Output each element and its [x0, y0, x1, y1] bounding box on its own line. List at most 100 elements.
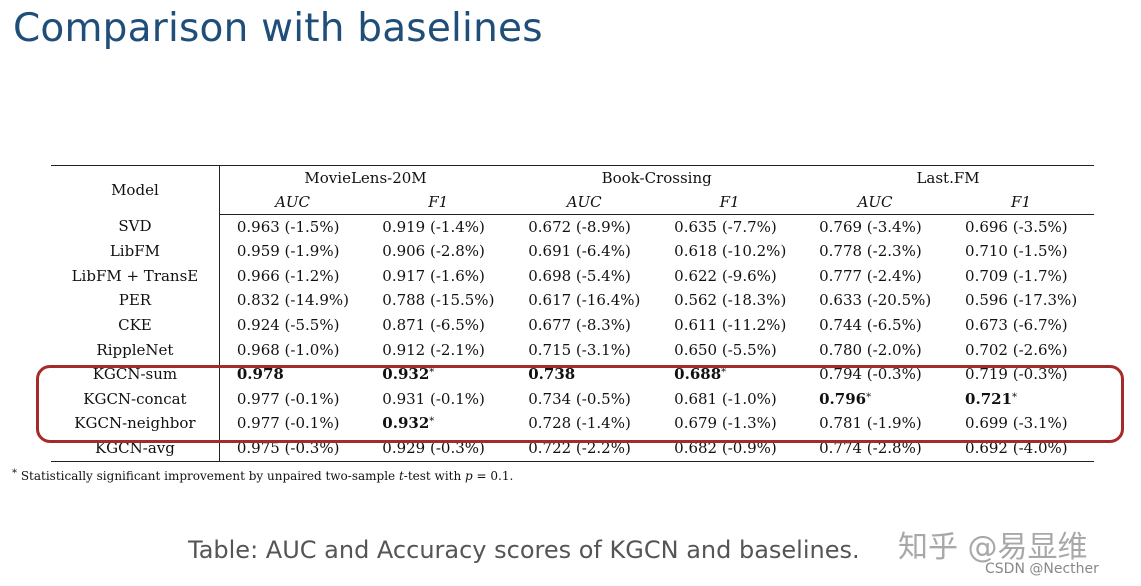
- score-cell: 0.796*: [802, 387, 948, 412]
- score-value: 0.959 (-1.9%): [236, 242, 340, 261]
- score-cell: 0.618 (-10.2%): [657, 239, 802, 264]
- table-row: SVD 0.963 (-1.5%) 0.919 (-1.4%) 0.672 (-8.9…: [51, 214, 1094, 240]
- footnote-star: *: [12, 468, 17, 479]
- score-cell: 0.596 (-17.3%): [948, 288, 1094, 313]
- score-cell: 0.968 (-1.0%): [219, 338, 365, 363]
- score-value: 0.871 (-6.5%): [382, 315, 485, 334]
- footnote-text-3: = 0.1.: [472, 469, 514, 483]
- dataset-header-lastfm: Last.FM: [802, 164, 1094, 191]
- table-row: CKE 0.924 (-5.5%) 0.871 (-6.5%) 0.677 (-8.3…: [51, 312, 1094, 338]
- table-row: KGCN-neighbor 0.977 (-0.1%) 0.932* 0.728 (-…: [51, 411, 1094, 436]
- header-row-metrics: AUC F1 AUC F1 AUC F1: [51, 190, 1094, 215]
- table-caption: Table: AUC and Accuracy scores of KGCN a…: [188, 536, 860, 564]
- score-cell: 0.721*: [948, 387, 1094, 412]
- score-value: 0.832 (-14.9%): [236, 291, 349, 310]
- score-cell: 0.744 (-6.5%): [802, 313, 948, 338]
- score-value: 0.719 (-0.3%): [965, 365, 1068, 384]
- metric-header: AUC: [219, 190, 366, 215]
- score-value: 0.966 (-1.2%): [236, 266, 340, 285]
- score-cell: 0.715 (-3.1%): [511, 338, 657, 363]
- significance-star: *: [429, 367, 435, 379]
- score-cell: 0.562 (-18.3%): [657, 288, 802, 313]
- score-cell: 0.777 (-2.4%): [802, 264, 948, 289]
- results-table: Model MovieLens-20M Book-Crossing Last.F…: [51, 164, 1094, 462]
- score-cell: 0.650 (-5.5%): [657, 338, 802, 363]
- table-body: SVD 0.963 (-1.5%) 0.919 (-1.4%) 0.672 (-8.9…: [51, 214, 1094, 462]
- score-cell: 0.963 (-1.5%): [219, 214, 365, 239]
- score-cell: 0.778 (-2.3%): [802, 239, 948, 264]
- metric-header: AUC: [802, 190, 949, 215]
- score-value: 0.721: [965, 389, 1013, 408]
- score-cell: 0.975 (-0.3%): [219, 435, 366, 462]
- score-value: 0.931 (-0.1%): [382, 389, 485, 408]
- score-value: 0.912 (-2.1%): [382, 340, 485, 359]
- score-cell: 0.682 (-0.9%): [657, 435, 803, 462]
- score-value: 0.929 (-0.3%): [382, 438, 485, 457]
- score-cell: 0.780 (-2.0%): [802, 338, 948, 363]
- score-cell: 0.774 (-2.8%): [802, 435, 949, 462]
- score-value: 0.681 (-1.0%): [674, 389, 777, 408]
- score-value: 0.702 (-2.6%): [965, 340, 1068, 359]
- score-cell: 0.679 (-1.3%): [657, 411, 802, 436]
- score-value: 0.691 (-6.4%): [528, 242, 631, 261]
- table-row: LibFM 0.959 (-1.9%) 0.906 (-2.8%) 0.691 (-6…: [51, 239, 1094, 264]
- score-value: 0.796: [819, 389, 867, 408]
- score-value: 0.932: [382, 414, 430, 433]
- score-cell: 0.932*: [365, 411, 511, 436]
- score-value: 0.977 (-0.1%): [236, 414, 340, 433]
- footnote: * Statistically significant improvement …: [12, 468, 514, 484]
- score-cell: 0.710 (-1.5%): [948, 239, 1094, 264]
- metric-header: F1: [657, 190, 803, 215]
- table-row: KGCN-avg 0.975 (-0.3%) 0.929 (-0.3%) 0.722 …: [51, 435, 1094, 462]
- significance-star: *: [721, 367, 727, 379]
- score-value: 0.611 (-11.2%): [674, 315, 787, 334]
- zhihu-watermark: 知乎 @易显维: [898, 530, 1088, 565]
- score-cell: 0.931 (-0.1%): [365, 387, 511, 412]
- score-cell: 0.977 (-0.1%): [219, 411, 365, 436]
- dataset-header-book-crossing: Book-Crossing: [511, 164, 803, 191]
- score-value: 0.728 (-1.4%): [528, 414, 631, 433]
- score-value: 0.781 (-1.9%): [819, 414, 922, 433]
- score-value: 0.709 (-1.7%): [965, 266, 1068, 285]
- score-cell: 0.672 (-8.9%): [511, 214, 657, 239]
- score-value: 0.715 (-3.1%): [528, 340, 631, 359]
- score-value: 0.975 (-0.3%): [236, 438, 340, 457]
- score-cell: 0.692 (-4.0%): [948, 435, 1094, 462]
- score-cell: 0.698 (-5.4%): [511, 264, 657, 289]
- score-cell: 0.673 (-6.7%): [948, 313, 1094, 338]
- metric-header: AUC: [511, 190, 658, 215]
- score-value: 0.650 (-5.5%): [674, 340, 777, 359]
- score-value: 0.774 (-2.8%): [819, 438, 922, 457]
- score-value: 0.673 (-6.7%): [965, 315, 1068, 334]
- score-value: 0.696 (-3.5%): [965, 217, 1068, 236]
- significance-star: *: [1012, 391, 1018, 403]
- score-value: 0.679 (-1.3%): [674, 414, 777, 433]
- score-value: 0.722 (-2.2%): [528, 438, 631, 457]
- footnote-t: t: [398, 469, 404, 483]
- score-value: 0.906 (-2.8%): [382, 242, 485, 261]
- score-cell: 0.681 (-1.0%): [657, 387, 802, 412]
- score-value: 0.777 (-2.4%): [819, 266, 922, 285]
- score-cell: 0.906 (-2.8%): [365, 239, 511, 264]
- model-name-cell: SVD: [51, 214, 220, 240]
- score-value: 0.672 (-8.9%): [528, 217, 631, 236]
- score-value: 0.635 (-7.7%): [674, 217, 777, 236]
- score-cell: 0.728 (-1.4%): [511, 411, 657, 436]
- score-value: 0.618 (-10.2%): [674, 242, 787, 261]
- score-value: 0.699 (-3.1%): [965, 414, 1068, 433]
- significance-star: *: [429, 416, 435, 428]
- footnote-text-1: Statistically significant improvement by…: [17, 469, 399, 483]
- table-row: KGCN-concat 0.977 (-0.1%) 0.931 (-0.1%) 0.7…: [51, 386, 1094, 412]
- table-row: RippleNet 0.968 (-1.0%) 0.912 (-2.1%) 0.715…: [51, 337, 1094, 363]
- score-cell: 0.912 (-2.1%): [365, 338, 511, 363]
- score-value: 0.968 (-1.0%): [236, 340, 340, 359]
- model-name-cell: KGCN-neighbor: [51, 411, 220, 436]
- score-cell: 0.617 (-16.4%): [511, 288, 657, 313]
- score-cell: 0.688*: [657, 362, 802, 387]
- score-cell: 0.696 (-3.5%): [948, 214, 1094, 239]
- metric-header: F1: [948, 190, 1094, 215]
- score-value: 0.977 (-0.1%): [236, 389, 340, 408]
- score-value: 0.617 (-16.4%): [528, 291, 641, 310]
- model-name-cell: KGCN-sum: [51, 362, 220, 387]
- table-row: LibFM + TransE 0.966 (-1.2%) 0.917 (-1.6%)…: [51, 263, 1094, 289]
